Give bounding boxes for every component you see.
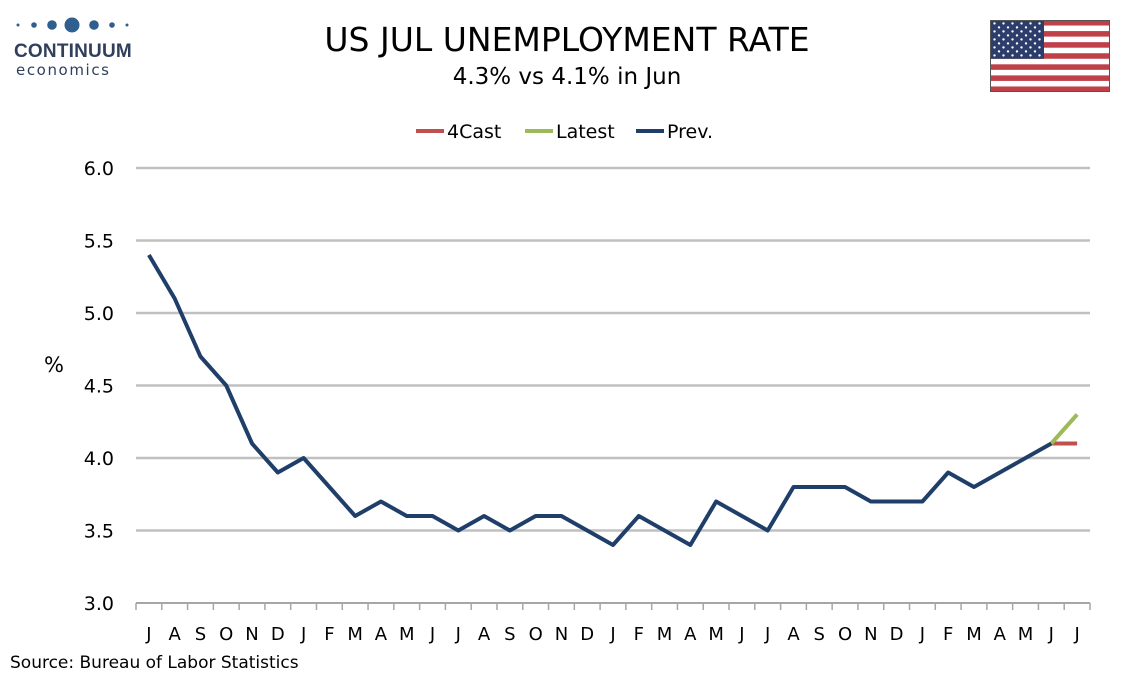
- x-tick-label: J: [145, 624, 151, 645]
- x-tick-label: N: [555, 624, 568, 645]
- y-tick-label: 3.5: [84, 521, 114, 543]
- x-tick-label: S: [504, 624, 515, 645]
- x-tick-label: D: [271, 624, 285, 645]
- series-line-prev: [147, 253, 1053, 547]
- y-tick-label: 5.5: [84, 231, 114, 253]
- y-tick-label: 6.0: [84, 158, 114, 180]
- y-axis-ticks: 3.0 3.5 4.0 4.5 5.0 5.5 6.0: [84, 158, 114, 615]
- x-tick-label: A: [994, 624, 1007, 645]
- legend-label: Prev.: [667, 121, 713, 143]
- logo-name: CONTINUUM: [14, 41, 132, 62]
- x-tick-label: M: [1018, 624, 1034, 645]
- x-tick-label: M: [708, 624, 724, 645]
- us-flag-icon: [990, 20, 1110, 92]
- legend-label: Latest: [556, 121, 615, 143]
- x-tick-label: J: [738, 624, 744, 645]
- x-tick-label: J: [764, 624, 770, 645]
- y-tick-label: 3.0: [84, 593, 114, 615]
- chart-legend: 4Cast Latest Prev.: [416, 121, 713, 143]
- y-tick-label: 4.5: [84, 376, 114, 398]
- x-tick-label: A: [787, 624, 800, 645]
- legend-label: 4Cast: [447, 121, 501, 143]
- x-tick-label: J: [455, 624, 461, 645]
- x-tick-label: O: [219, 624, 233, 645]
- x-tick-label: J: [1073, 624, 1079, 645]
- logo-subtitle: economics: [16, 61, 111, 79]
- y-tick-label: 5.0: [84, 303, 114, 325]
- x-tick-label: M: [347, 624, 363, 645]
- x-tick-label: D: [890, 624, 904, 645]
- x-tick-label: F: [943, 624, 953, 645]
- x-tick-label: A: [375, 624, 388, 645]
- x-tick-label: M: [966, 624, 982, 645]
- x-tick-label: J: [300, 624, 306, 645]
- x-tick-label: O: [838, 624, 852, 645]
- x-tick-label: N: [245, 624, 258, 645]
- x-tick-label: D: [580, 624, 594, 645]
- x-tick-label: S: [195, 624, 206, 645]
- x-tick-label: A: [169, 624, 182, 645]
- x-tick-label: A: [478, 624, 491, 645]
- x-tick-label: J: [429, 624, 435, 645]
- chart-subtitle: 4.3% vs 4.1% in Jun: [452, 64, 682, 90]
- y-tick-label: 4.0: [84, 448, 114, 470]
- chart-series: [147, 253, 1079, 547]
- x-tick-label: N: [864, 624, 877, 645]
- x-tick-label: S: [814, 624, 825, 645]
- x-tick-label: F: [634, 624, 644, 645]
- logo-dots-icon: [16, 17, 129, 33]
- x-tick-label: J: [609, 624, 615, 645]
- x-tick-label: F: [324, 624, 334, 645]
- x-tick-label: J: [1048, 624, 1054, 645]
- x-tick-label: M: [399, 624, 415, 645]
- x-tick-label: M: [657, 624, 673, 645]
- x-axis: [135, 602, 1091, 610]
- source-note: Source: Bureau of Labor Statistics: [10, 653, 299, 673]
- x-tick-label: O: [529, 624, 543, 645]
- chart-grid: [136, 166, 1090, 532]
- x-tick-label: J: [919, 624, 925, 645]
- series-line-latest: [1049, 413, 1079, 445]
- x-tick-label: A: [684, 624, 697, 645]
- continuum-logo: CONTINUUM economics: [14, 14, 134, 78]
- chart-title: US JUL UNEMPLOYMENT RATE: [324, 20, 810, 59]
- y-axis-label: %: [44, 353, 64, 377]
